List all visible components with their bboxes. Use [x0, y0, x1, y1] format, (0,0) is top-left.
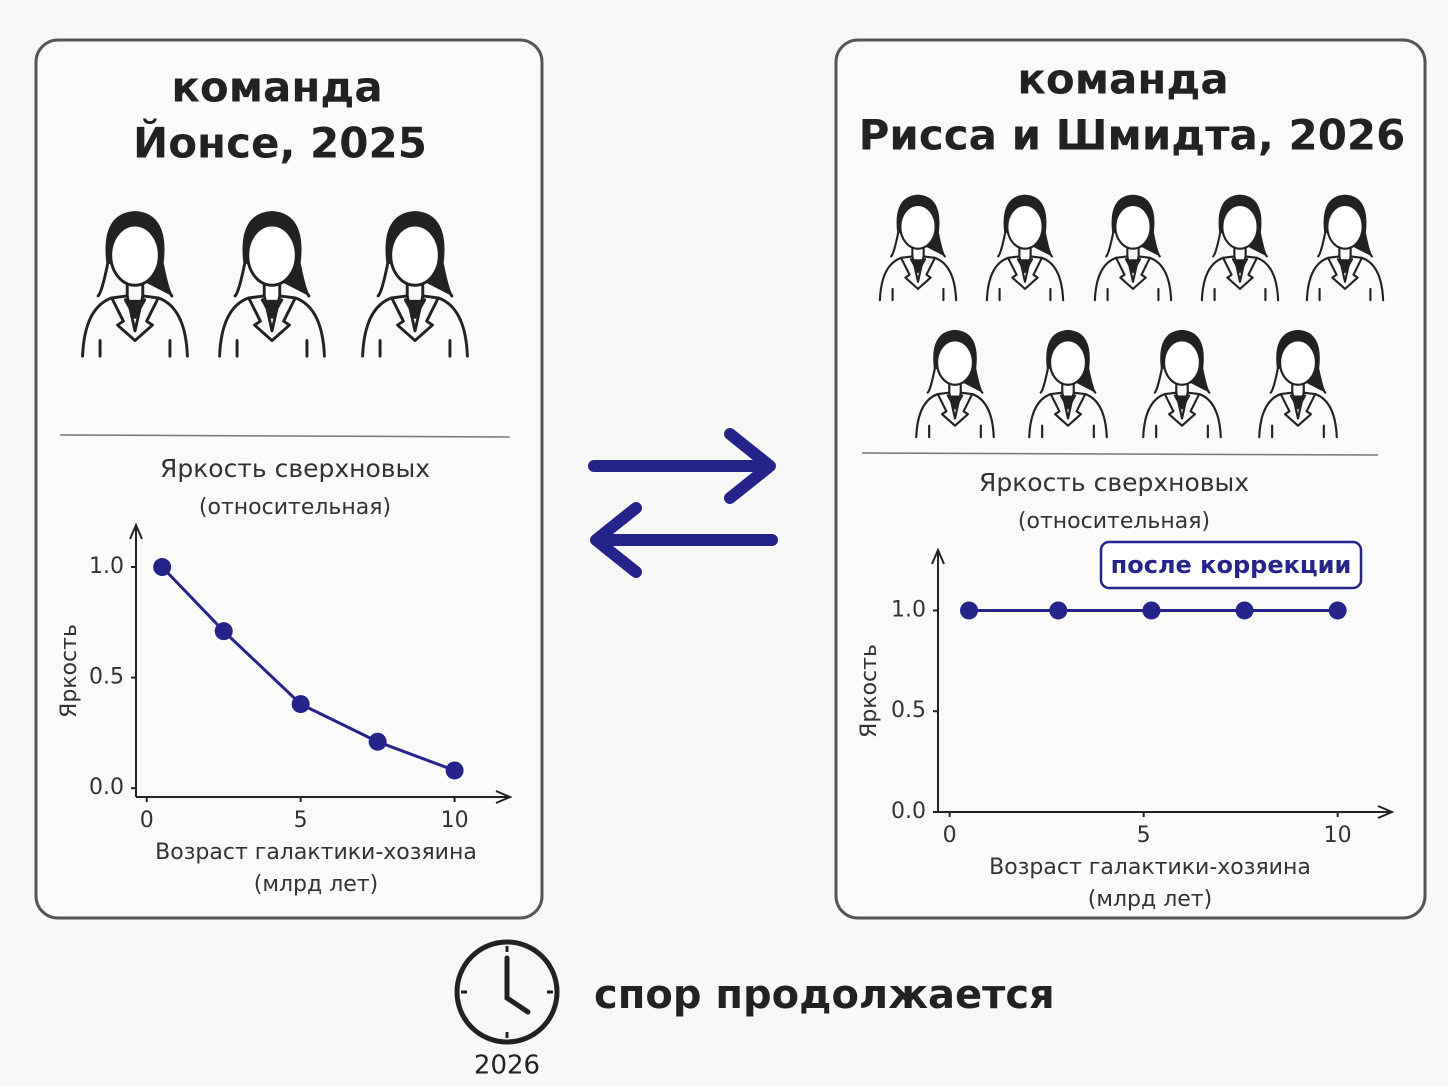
point — [291, 695, 310, 714]
y-tick-label: 0.5 — [891, 698, 926, 723]
exchange-arrows — [588, 428, 778, 578]
y-axis-label: Яркость — [57, 624, 82, 718]
y-tick-label: 1.0 — [89, 554, 124, 579]
point — [960, 601, 979, 620]
y-axis-label: Яркость — [857, 644, 882, 738]
panel-title: команда — [1017, 55, 1228, 104]
x-tick-label: 0 — [140, 808, 154, 833]
point — [1142, 601, 1161, 620]
chart-title: Яркость сверхновых — [979, 468, 1249, 497]
separator — [59, 434, 511, 438]
x-axis-label: (млрд лет) — [1088, 887, 1212, 912]
panel-title: команда — [171, 63, 382, 112]
annotation: после коррекции — [1111, 551, 1352, 579]
y-tick-label: 0.0 — [89, 775, 124, 800]
axis — [136, 790, 513, 804]
axis — [938, 805, 1395, 819]
point — [1049, 601, 1068, 620]
clock — [454, 939, 560, 1045]
point — [445, 761, 464, 780]
chart-subtitle: (относительная) — [199, 495, 391, 520]
panel — [834, 38, 1427, 920]
x-axis-label: Возраст галактики-хозяина — [155, 840, 477, 865]
axis — [931, 547, 945, 812]
x-tick-label: 5 — [1137, 823, 1151, 848]
x-tick-label: 10 — [441, 808, 469, 833]
point — [214, 622, 233, 641]
x-tick-label: 5 — [294, 808, 308, 833]
x-axis-label: (млрд лет) — [254, 872, 378, 897]
point — [153, 558, 172, 577]
y-tick-label: 1.0 — [891, 597, 926, 622]
x-tick-label: 0 — [943, 823, 957, 848]
clock-year: 2026 — [474, 1051, 540, 1081]
y-tick-label: 0.0 — [891, 799, 926, 824]
axis — [129, 522, 143, 797]
point — [368, 732, 387, 751]
chart-title: Яркость сверхновых — [160, 454, 430, 483]
annotation-box — [1099, 540, 1363, 590]
footer-text: спор продолжается — [594, 972, 1055, 1018]
point — [1235, 601, 1254, 620]
y-tick-label: 0.5 — [89, 665, 124, 690]
separator — [861, 452, 1379, 456]
panel-title: Йонсе, 2025 — [133, 118, 427, 168]
point — [1328, 601, 1347, 620]
x-axis-label: Возраст галактики-хозяина — [989, 855, 1311, 880]
panel-title: Рисса и Шмидта, 2026 — [859, 111, 1406, 160]
x-tick-label: 10 — [1324, 823, 1352, 848]
chart-subtitle: (относительная) — [1018, 509, 1210, 534]
